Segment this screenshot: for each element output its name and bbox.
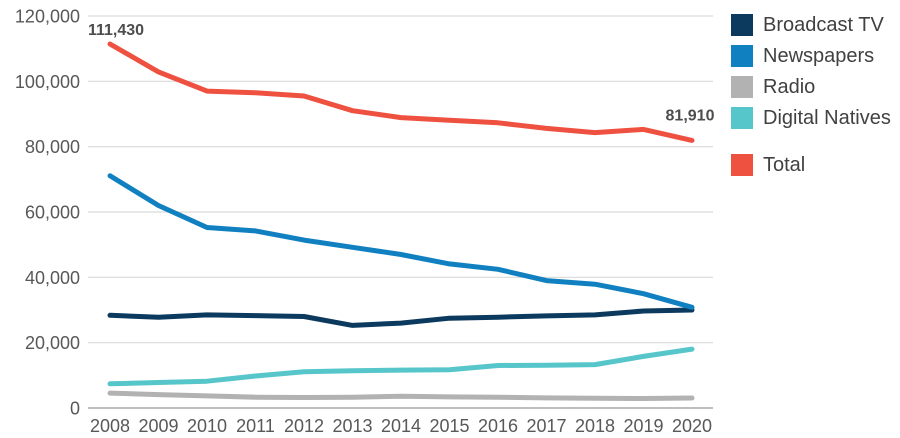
x-tick-label: 2008 [90, 416, 130, 436]
x-tick-label: 2018 [575, 416, 615, 436]
legend-item-broadcast-tv: Broadcast TV [731, 14, 891, 36]
x-tick-label: 2010 [187, 416, 227, 436]
legend-item-radio: Radio [731, 76, 891, 98]
x-tick-label: 2012 [284, 416, 324, 436]
x-tick-label: 2020 [672, 416, 712, 436]
legend-item-total: Total [731, 154, 891, 176]
series-line-newspapers [107, 173, 695, 310]
data-label-81910: 81,910 [666, 107, 715, 124]
y-tick-label: 0 [70, 399, 80, 419]
x-tick-label: 2011 [236, 416, 275, 436]
legend-label: Radio [763, 76, 816, 98]
y-tick-label: 60,000 [25, 203, 80, 223]
x-tick-label: 2014 [381, 416, 421, 436]
legend-label: Newspapers [763, 45, 875, 67]
series-line-radio [107, 390, 695, 401]
legend-swatch-broadcast-tv [731, 14, 753, 36]
x-tick-label: 2015 [429, 416, 469, 436]
series-line-total [107, 41, 695, 143]
legend-label: Total [763, 154, 806, 176]
x-tick-label: 2009 [138, 416, 178, 436]
legend-swatch-digital-natives [731, 107, 753, 129]
y-tick-label: 20,000 [25, 333, 80, 353]
x-tick-label: 2017 [526, 416, 566, 436]
data-label-111430: 111,430 [88, 22, 144, 39]
series-line-broadcast-tv [107, 307, 695, 328]
legend-swatch-total [731, 154, 753, 176]
x-tick-label: 2013 [332, 416, 372, 436]
legend-item-newspapers: Newspapers [731, 45, 891, 67]
legend-label: Broadcast TV [763, 14, 884, 36]
y-tick-label: 120,000 [15, 7, 80, 27]
y-tick-label: 80,000 [25, 137, 80, 157]
legend-item-digital-natives: Digital Natives [731, 107, 891, 129]
x-tick-label: 2019 [623, 416, 663, 436]
y-tick-label: 100,000 [15, 72, 80, 92]
chart-legend: Broadcast TV Newspapers Radio Digital Nativ… [731, 14, 891, 176]
legend-swatch-radio [731, 76, 753, 98]
legend-label: Digital Natives [763, 107, 891, 129]
y-tick-label: 40,000 [25, 268, 80, 288]
series-line-digital-natives [107, 346, 695, 387]
x-tick-label: 2016 [478, 416, 518, 436]
legend-swatch-newspapers [731, 45, 753, 67]
